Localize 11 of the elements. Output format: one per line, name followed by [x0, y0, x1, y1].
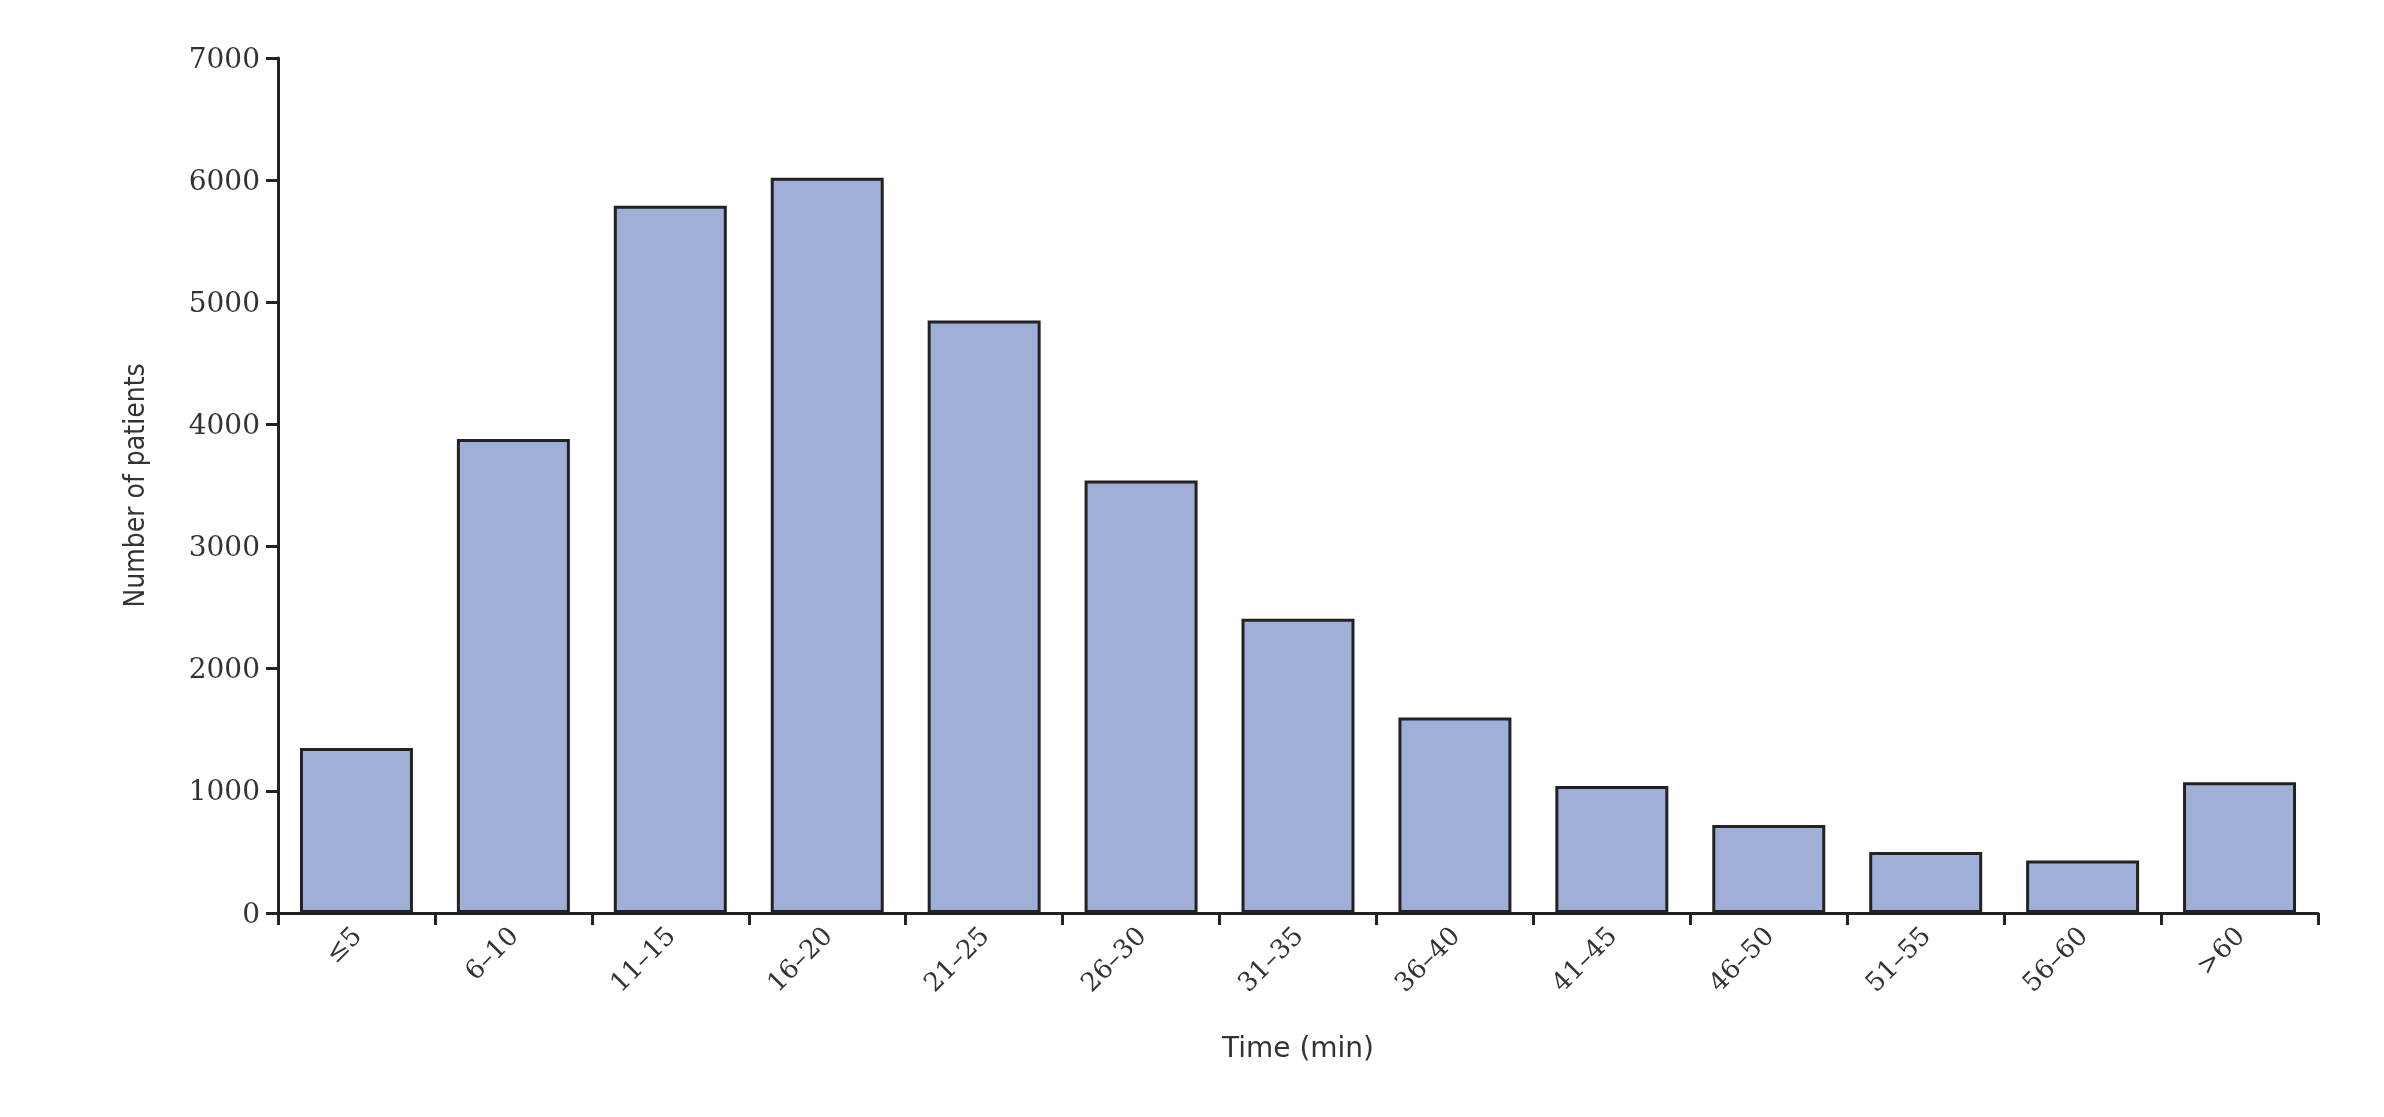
- y-axis-title: Number of patients: [117, 363, 151, 608]
- y-tick-label: 3000: [188, 530, 260, 564]
- y-tick-label: 4000: [188, 407, 260, 441]
- y-tick-label: 5000: [188, 285, 260, 319]
- y-tick-label: 7000: [188, 41, 260, 75]
- x-axis-title: Time (min): [1220, 1030, 1375, 1064]
- x-tick-label: ≤5: [318, 920, 368, 969]
- y-tick-label: 0: [242, 896, 260, 930]
- y-tick-label: 2000: [188, 652, 260, 686]
- y-tick-label: 6000: [188, 163, 260, 197]
- y-tick-label: 1000: [188, 774, 260, 808]
